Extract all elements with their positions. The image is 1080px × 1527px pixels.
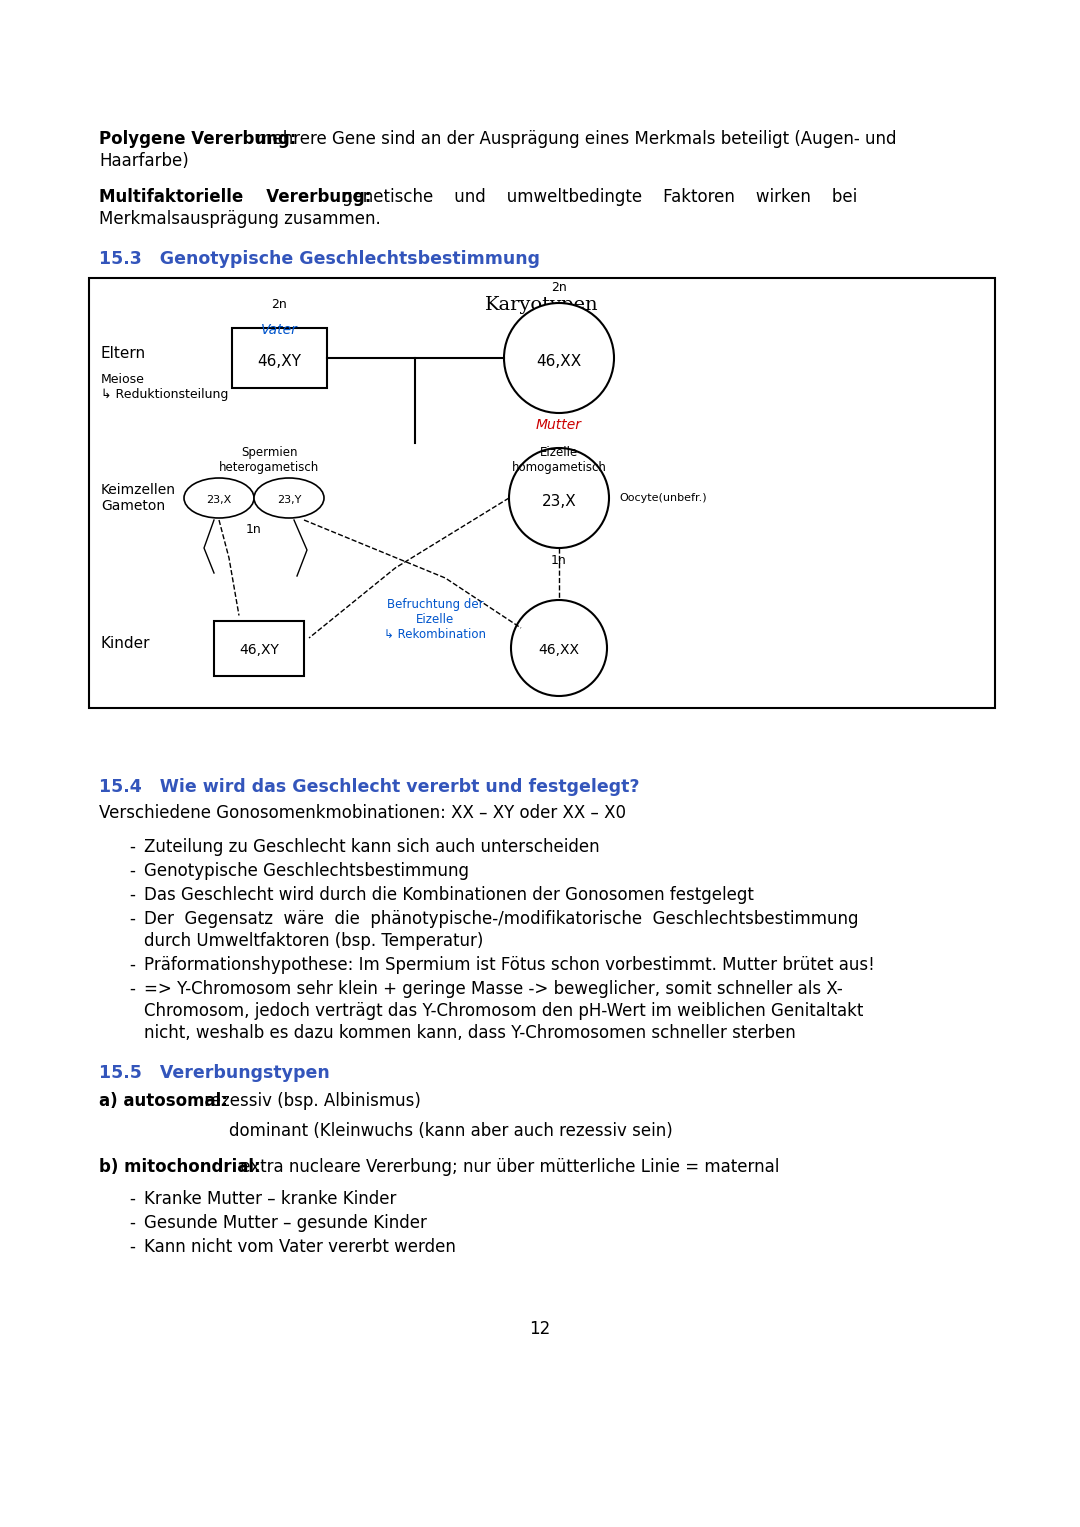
Ellipse shape bbox=[254, 478, 324, 518]
Text: 23,Y: 23,Y bbox=[276, 495, 301, 505]
Text: => Y-Chromosom sehr klein + geringe Masse -> beweglicher, somit schneller als X-: => Y-Chromosom sehr klein + geringe Mass… bbox=[144, 980, 842, 999]
Text: 23,X: 23,X bbox=[542, 493, 577, 508]
Text: Oocyte(unbefr.): Oocyte(unbefr.) bbox=[619, 493, 706, 502]
Text: -: - bbox=[129, 1238, 135, 1257]
Circle shape bbox=[511, 600, 607, 696]
Text: Zuteilung zu Geschlecht kann sich auch unterscheiden: Zuteilung zu Geschlecht kann sich auch u… bbox=[144, 838, 599, 857]
Text: 46,XY: 46,XY bbox=[239, 643, 279, 657]
Text: -: - bbox=[129, 1190, 135, 1208]
Text: Eizelle
homogametisch: Eizelle homogametisch bbox=[512, 446, 607, 473]
Text: Keimzellen
Gameton: Keimzellen Gameton bbox=[102, 483, 176, 513]
Text: Eltern: Eltern bbox=[102, 345, 146, 360]
Text: Haarfarbe): Haarfarbe) bbox=[99, 153, 189, 169]
Text: 46,XX: 46,XX bbox=[539, 643, 580, 657]
Text: genetische    und    umweltbedingte    Faktoren    wirken    bei: genetische und umweltbedingte Faktoren w… bbox=[321, 188, 858, 206]
Text: Befruchtung der
Eizelle
↳ Rekombination: Befruchtung der Eizelle ↳ Rekombination bbox=[384, 599, 486, 641]
Text: 15.3   Genotypische Geschlechtsbestimmung: 15.3 Genotypische Geschlechtsbestimmung bbox=[99, 250, 540, 269]
Text: Das Geschlecht wird durch die Kombinationen der Gonosomen festgelegt: Das Geschlecht wird durch die Kombinatio… bbox=[144, 886, 754, 904]
Text: Meiose
↳ Reduktionsteilung: Meiose ↳ Reduktionsteilung bbox=[102, 373, 228, 402]
Text: Präformationshypothese: Im Spermium ist Fötus schon vorbestimmt. Mutter brütet a: Präformationshypothese: Im Spermium ist … bbox=[144, 956, 875, 974]
Text: -: - bbox=[129, 910, 135, 928]
Text: 2n: 2n bbox=[551, 281, 567, 295]
Text: -: - bbox=[129, 838, 135, 857]
Text: dominant (Kleinwuchs (kann aber auch rezessiv sein): dominant (Kleinwuchs (kann aber auch rez… bbox=[229, 1122, 673, 1141]
Bar bbox=[214, 620, 303, 675]
Text: a) autosomal:: a) autosomal: bbox=[99, 1092, 228, 1110]
Text: Gesunde Mutter – gesunde Kinder: Gesunde Mutter – gesunde Kinder bbox=[144, 1214, 427, 1232]
Text: -: - bbox=[129, 980, 135, 999]
Text: 23,X: 23,X bbox=[206, 495, 231, 505]
Text: Kinder: Kinder bbox=[102, 635, 150, 651]
Text: Multifaktorielle    Vererbung:: Multifaktorielle Vererbung: bbox=[99, 188, 372, 206]
Text: Spermien
heterogametisch: Spermien heterogametisch bbox=[219, 446, 319, 473]
Text: nicht, weshalb es dazu kommen kann, dass Y-Chromosomen schneller sterben: nicht, weshalb es dazu kommen kann, dass… bbox=[144, 1025, 796, 1041]
Text: 15.4   Wie wird das Geschlecht vererbt und festgelegt?: 15.4 Wie wird das Geschlecht vererbt und… bbox=[99, 777, 639, 796]
Text: -: - bbox=[129, 956, 135, 974]
Circle shape bbox=[509, 447, 609, 548]
Text: Polygene Vererbung:: Polygene Vererbung: bbox=[99, 130, 296, 148]
Text: 1n: 1n bbox=[551, 554, 567, 567]
Text: -: - bbox=[129, 1214, 135, 1232]
Text: durch Umweltfaktoren (bsp. Temperatur): durch Umweltfaktoren (bsp. Temperatur) bbox=[144, 931, 484, 950]
Text: b) mitochondrial:: b) mitochondrial: bbox=[99, 1157, 260, 1176]
Text: -: - bbox=[129, 863, 135, 880]
Text: 15.5   Vererbungstypen: 15.5 Vererbungstypen bbox=[99, 1064, 329, 1083]
Bar bbox=[231, 328, 326, 388]
Text: extra nucleare Vererbung; nur über mütterliche Linie = maternal: extra nucleare Vererbung; nur über mütte… bbox=[235, 1157, 780, 1176]
Text: 2n: 2n bbox=[271, 298, 287, 312]
Bar bbox=[89, 278, 995, 709]
Text: 1n: 1n bbox=[246, 524, 261, 536]
Text: -: - bbox=[129, 886, 135, 904]
Text: mehrere Gene sind an der Ausprägung eines Merkmals beteiligt (Augen- und: mehrere Gene sind an der Ausprägung eine… bbox=[251, 130, 896, 148]
Text: 12: 12 bbox=[529, 1319, 551, 1338]
Text: Kranke Mutter – kranke Kinder: Kranke Mutter – kranke Kinder bbox=[144, 1190, 396, 1208]
Text: 46,XX: 46,XX bbox=[537, 354, 582, 370]
Text: Der  Gegensatz  wäre  die  phänotypische-/modifikatorische  Geschlechtsbestimmun: Der Gegensatz wäre die phänotypische-/mo… bbox=[144, 910, 859, 928]
Ellipse shape bbox=[184, 478, 254, 518]
Text: Vater: Vater bbox=[260, 324, 297, 337]
Text: Merkmalsausprägung zusammen.: Merkmalsausprägung zusammen. bbox=[99, 211, 381, 228]
Text: Verschiedene Gonosomenkmobinationen: XX – XY oder XX – X0: Verschiedene Gonosomenkmobinationen: XX … bbox=[99, 805, 626, 822]
Text: Genotypische Geschlechtsbestimmung: Genotypische Geschlechtsbestimmung bbox=[144, 863, 469, 880]
Text: 46,XY: 46,XY bbox=[257, 354, 301, 370]
Text: Karyotypen: Karyotypen bbox=[485, 296, 598, 315]
Text: rezessiv (bsp. Albinismus): rezessiv (bsp. Albinismus) bbox=[199, 1092, 421, 1110]
Text: Kann nicht vom Vater vererbt werden: Kann nicht vom Vater vererbt werden bbox=[144, 1238, 456, 1257]
Text: Chromosom, jedoch verträgt das Y-Chromosom den pH-Wert im weiblichen Genitaltakt: Chromosom, jedoch verträgt das Y-Chromos… bbox=[144, 1002, 863, 1020]
Text: Mutter: Mutter bbox=[536, 418, 582, 432]
Circle shape bbox=[504, 302, 615, 412]
